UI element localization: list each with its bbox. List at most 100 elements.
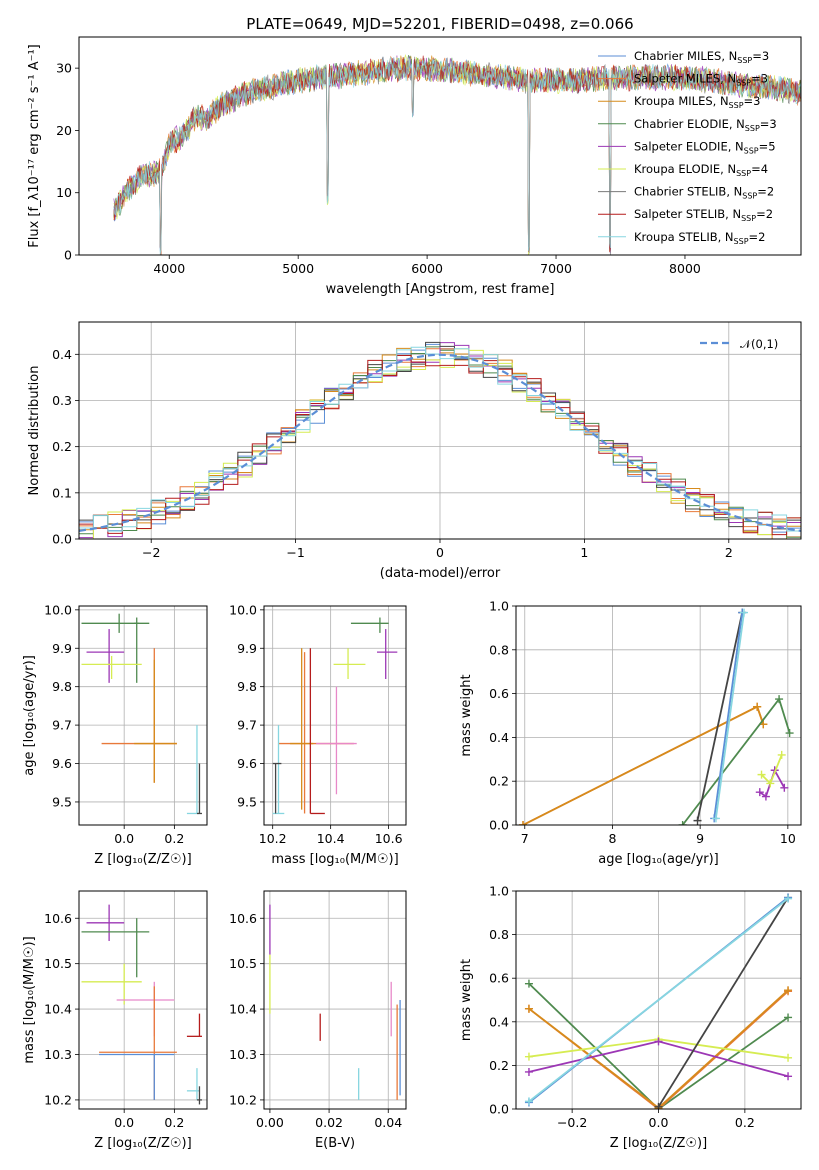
mass-weight-marker bbox=[654, 1037, 663, 1046]
x-axis-label: Z [log₁₀(Z/Z☉)] bbox=[94, 1136, 191, 1151]
legend-entry: Chabrier ELODIE, NSSP=3 bbox=[634, 117, 777, 133]
mass-weight-marker bbox=[777, 750, 786, 759]
errorbar-point bbox=[134, 617, 140, 683]
mass-weight-marker bbox=[784, 1013, 793, 1022]
errorbar-point bbox=[309, 648, 325, 815]
x-tick-label: 4000 bbox=[153, 261, 185, 276]
y-tick-label: 0.3 bbox=[52, 393, 72, 408]
plot-area bbox=[81, 904, 202, 1105]
x-tick-label: 0.00 bbox=[256, 1115, 284, 1130]
y-tick-label: 0.8 bbox=[489, 927, 509, 942]
y-tick-label: 10.4 bbox=[44, 1002, 72, 1017]
mass-weight-marker bbox=[524, 979, 533, 988]
x-tick-label: 0.2 bbox=[164, 831, 184, 846]
x-tick-label: 10 bbox=[780, 831, 796, 846]
x-tick-label: 9 bbox=[696, 831, 704, 846]
legend-entry: Salpeter STELIB, NSSP=2 bbox=[634, 207, 773, 223]
mass-weight-marker bbox=[761, 792, 770, 801]
y-axis-label: mass weight bbox=[459, 674, 474, 756]
axes-frame bbox=[78, 605, 208, 826]
legend-entry: Salpeter MILES, NSSP=3 bbox=[634, 72, 768, 88]
errorbar-point bbox=[81, 963, 142, 1005]
y-tick-label: 0.0 bbox=[52, 532, 72, 547]
x-tick-label: 2 bbox=[725, 545, 733, 560]
y-tick-label: 0.4 bbox=[52, 347, 72, 362]
panel-mass_weight_vs_Z: −0.2 0.0 0.2 0.0 0.2 0.4 0.6 0.8 1.0 Z [log₁₀(Z/Z… bbox=[459, 884, 802, 1151]
mass-weight-line-0 bbox=[528, 982, 789, 1109]
histogram-series-4 bbox=[79, 342, 801, 539]
errorbar-point bbox=[278, 652, 354, 814]
x-tick-label: 10.4 bbox=[317, 831, 345, 846]
y-tick-label: 10.5 bbox=[229, 956, 257, 971]
axes-frame bbox=[78, 36, 802, 256]
errorbar-point bbox=[86, 629, 125, 683]
axes-frame bbox=[263, 890, 407, 1110]
axes-frame bbox=[263, 605, 407, 826]
y-tick-label: 10.0 bbox=[229, 602, 257, 617]
histogram-series-5 bbox=[79, 348, 801, 539]
x-axis-label: wavelength [Angstrom, rest frame] bbox=[326, 282, 555, 297]
y-tick-label: 10.5 bbox=[44, 956, 72, 971]
errorbar-point bbox=[81, 655, 142, 679]
panel-age_vs_mass: 10.2 10.4 10.6 9.5 9.6 9.7 9.8 9.9 10.0 mass [log… bbox=[229, 602, 407, 867]
x-axis-label: E(B-V) bbox=[315, 1136, 355, 1151]
spectrum-line-7 bbox=[113, 55, 801, 255]
errorbar-point bbox=[316, 686, 357, 795]
y-tick-label: 9.7 bbox=[52, 718, 72, 733]
y-tick-label: 0.2 bbox=[52, 439, 72, 454]
y-axis-label: age [log₁₀(age/yr)] bbox=[22, 655, 37, 776]
errorbar-point bbox=[186, 1013, 202, 1037]
y-tick-label: 0.6 bbox=[489, 686, 509, 701]
errorbar-point bbox=[99, 1053, 175, 1100]
x-tick-label: −0.2 bbox=[557, 1115, 587, 1130]
panel-mass_vs_Z: 0.0 0.2 10.2 10.3 10.4 10.5 10.6 Z [log₁₀(Z/Z☉)… bbox=[22, 890, 208, 1151]
y-tick-label: 10.2 bbox=[44, 1092, 72, 1107]
mass-weight-marker bbox=[766, 779, 775, 788]
mass-weight-marker bbox=[784, 1053, 793, 1062]
y-tick-label: 10.3 bbox=[229, 1047, 257, 1062]
errorbar-point bbox=[377, 629, 398, 679]
x-tick-label: 0.02 bbox=[315, 1115, 343, 1130]
y-tick-label: 0.6 bbox=[489, 971, 509, 986]
y-tick-label: 1.0 bbox=[489, 884, 509, 899]
errorbar-point bbox=[350, 617, 389, 633]
x-tick-label: 0.2 bbox=[164, 1115, 184, 1130]
plot-area bbox=[113, 53, 801, 255]
x-tick-label: 0 bbox=[436, 545, 444, 560]
histogram-series-8 bbox=[79, 346, 801, 532]
y-axis-label: mass [log₁₀(M/M☉)] bbox=[22, 936, 37, 1063]
y-tick-label: 0.2 bbox=[489, 1058, 509, 1073]
x-axis-label: (data-model)/error bbox=[380, 566, 501, 581]
plot-area bbox=[272, 617, 398, 815]
x-tick-label: 0.04 bbox=[374, 1115, 402, 1130]
mass-weight-marker bbox=[775, 695, 784, 704]
errorbar-point bbox=[333, 648, 366, 679]
y-tick-label: 0.4 bbox=[489, 1014, 509, 1029]
y-tick-label: 9.6 bbox=[237, 756, 257, 771]
y-tick-label: 10.2 bbox=[229, 1092, 257, 1107]
x-tick-label: 1 bbox=[580, 545, 588, 560]
x-axis-label: Z [log₁₀(Z/Z☉)] bbox=[610, 1136, 707, 1151]
mass-weight-line-4 bbox=[713, 612, 744, 819]
errorbar-point bbox=[196, 1086, 202, 1105]
y-tick-label: 10 bbox=[56, 185, 72, 200]
errorbar-point bbox=[99, 986, 177, 1100]
mass-weight-marker bbox=[678, 821, 687, 825]
mass-weight-marker bbox=[654, 1102, 663, 1109]
y-tick-label: 10.3 bbox=[44, 1047, 72, 1062]
legend: Chabrier MILES, NSSP=3 Salpeter MILES, NS… bbox=[598, 49, 777, 246]
panel-age_vs_Z: 0.0 0.2 9.5 9.6 9.7 9.8 9.9 10.0 Z [log₁₀(Z/Z☉)]… bbox=[22, 602, 208, 867]
y-tick-label: 10.6 bbox=[229, 911, 257, 926]
mass-weight-marker bbox=[784, 894, 793, 903]
y-tick-label: 9.8 bbox=[237, 679, 257, 694]
y-tick-label: 9.8 bbox=[52, 679, 72, 694]
y-tick-label: 9.5 bbox=[52, 794, 72, 809]
mass-weight-marker bbox=[524, 1097, 533, 1106]
x-tick-label: 0.0 bbox=[114, 831, 134, 846]
plot-area bbox=[519, 608, 794, 825]
panel-mass_vs_EBV: 0.00 0.02 0.04 10.2 10.3 10.4 10.5 10.6 E(B-V) bbox=[229, 890, 407, 1151]
y-tick-label: 30 bbox=[56, 61, 72, 76]
x-tick-label: 8 bbox=[608, 831, 616, 846]
mass-weight-marker bbox=[711, 814, 720, 823]
